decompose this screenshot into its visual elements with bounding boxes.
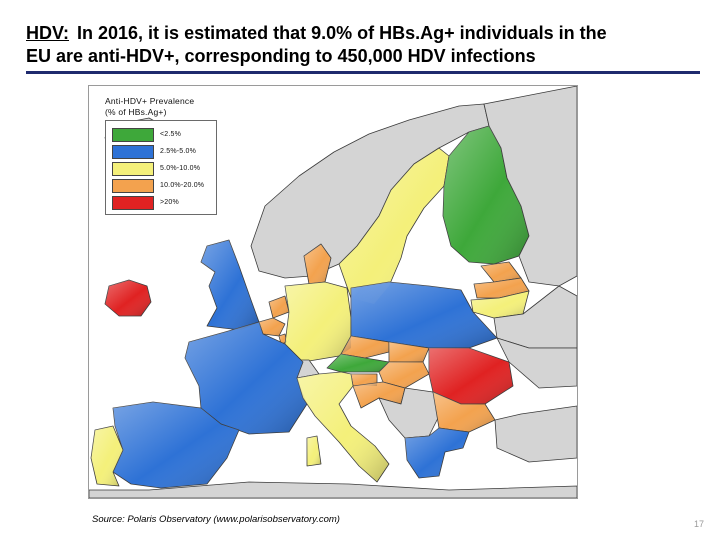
region-shade xyxy=(481,262,521,282)
region-shade xyxy=(405,428,469,478)
region-shade xyxy=(433,392,495,432)
region-shade xyxy=(185,322,307,434)
title-divider xyxy=(26,71,700,74)
title-line-1: HDV: In 2016, it is estimated that 9.0% o… xyxy=(26,22,706,45)
legend-item: >20% xyxy=(112,194,216,211)
legend-swatch xyxy=(112,144,154,159)
legend-item: 10.0%-20.0% xyxy=(112,177,216,194)
region-shade xyxy=(304,244,331,284)
region-shade xyxy=(297,372,389,482)
legend-title-1: Anti-HDV+ Prevalence xyxy=(105,96,195,106)
region-shade xyxy=(474,278,529,298)
region-shade xyxy=(113,402,239,488)
region-shade xyxy=(351,374,377,386)
title-line-2: EU are anti-HDV+, corresponding to 450,0… xyxy=(26,46,536,66)
legend-label: >20% xyxy=(160,199,179,206)
map-canvas xyxy=(89,86,577,498)
region-north-africa xyxy=(89,481,577,498)
legend-title-2: (% of HBs.Ag+) xyxy=(105,107,167,117)
region-shade xyxy=(443,126,529,264)
map-legend: Anti-HDV+ Prevalence (% of HBs.Ag+) <2.5… xyxy=(105,96,227,215)
slide-title: HDV: In 2016, it is estimated that 9.0% o… xyxy=(26,22,706,68)
region-shade xyxy=(91,426,123,486)
title-text-1: In 2016, it is estimated that 9.0% of HB… xyxy=(77,23,607,43)
legend-box: <2.5% 2.5%-5.0% 5.0%-10.0% 10.0%-20.0% >… xyxy=(105,120,217,215)
region-shade xyxy=(339,148,449,304)
region-shade xyxy=(307,436,321,466)
legend-swatch xyxy=(112,161,154,176)
legend-item: 2.5%-5.0% xyxy=(112,143,216,160)
map-shading xyxy=(91,126,529,488)
legend-label: 2.5%-5.0% xyxy=(160,148,197,155)
title-lead: HDV: xyxy=(26,23,70,43)
region-shade xyxy=(285,282,351,362)
legend-swatch xyxy=(112,195,154,210)
region-shade xyxy=(379,362,429,388)
region-shade xyxy=(341,336,389,358)
legend-item: <2.5% xyxy=(112,126,216,143)
legend-label: <2.5% xyxy=(160,131,182,138)
region-turkey xyxy=(494,405,577,463)
europe-map: Anti-HDV+ Prevalence (% of HBs.Ag+) <2.5… xyxy=(88,85,578,499)
region-shade xyxy=(279,334,287,344)
region-shade xyxy=(429,348,513,404)
region-shade xyxy=(269,296,289,318)
region-shade xyxy=(327,354,389,372)
region-shade xyxy=(471,291,529,318)
legend-label: 10.0%-20.0% xyxy=(160,182,205,189)
region-shade xyxy=(389,342,429,362)
legend-swatch xyxy=(112,127,154,142)
legend-label: 5.0%-10.0% xyxy=(160,165,201,172)
page-number: 17 xyxy=(694,519,705,529)
region-shade xyxy=(351,282,497,348)
region-shade xyxy=(259,318,285,336)
legend-item: 5.0%-10.0% xyxy=(112,160,216,177)
legend-swatch xyxy=(112,178,154,193)
source-note: Source: Polaris Observatory (www.polaris… xyxy=(92,514,340,525)
region-shade xyxy=(105,280,151,316)
region-shade xyxy=(353,382,405,408)
region-shade xyxy=(201,240,259,330)
